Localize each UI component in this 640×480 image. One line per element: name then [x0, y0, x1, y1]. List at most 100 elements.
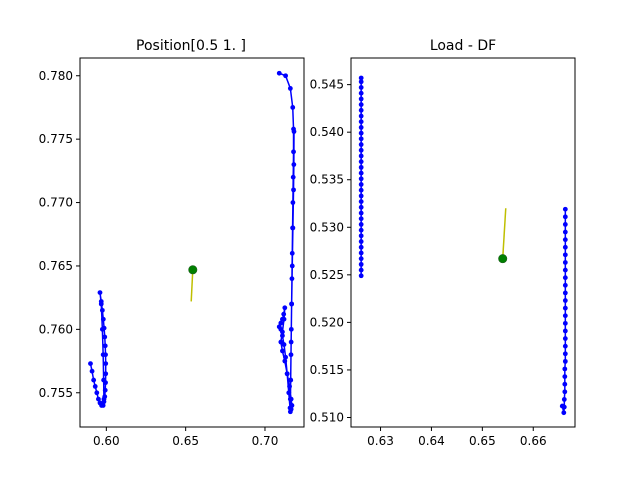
load-df-series-1-point	[562, 374, 568, 379]
position-y-tick-label: 0.780	[39, 69, 73, 83]
position-series-1-point	[291, 162, 297, 167]
position-x-tick-label: 0.70	[252, 434, 279, 448]
position-series-1-point	[283, 354, 288, 360]
position-series-1-point	[289, 301, 295, 307]
load-df-series-1-point	[562, 381, 568, 387]
position-series-1-point	[289, 276, 295, 282]
position-series-1-point	[286, 390, 292, 396]
load-df-series-0-point	[358, 147, 364, 153]
position-series-1-point	[276, 70, 282, 76]
load-df-y-tick-label: 0.540	[310, 125, 344, 139]
load-df-series-0-point	[358, 85, 364, 90]
load-df-series-0-point	[358, 210, 364, 216]
position-series-1-point	[289, 263, 295, 269]
position-series-0-point	[101, 396, 107, 402]
position-x-tick-label: 0.65	[172, 434, 199, 448]
position-series-1-point	[288, 352, 294, 358]
position-axes-frame	[79, 57, 305, 428]
load-df-series-0-point	[358, 96, 364, 102]
position-series-1-point	[291, 149, 296, 155]
position-series-2-line	[190, 269, 194, 302]
load-df-y-tick-label: 0.530	[310, 220, 344, 234]
load-df-series-0-point	[358, 261, 364, 267]
position-subplot: Position[0.5 1. ] 0.60 0.65 0.70 0.755 0.760…	[39, 38, 305, 448]
load-df-series-1-point	[562, 222, 568, 227]
position-series-1-point	[280, 329, 285, 335]
load-df-series-0-point	[358, 233, 364, 239]
load-df-series-0-point	[358, 182, 364, 187]
position-series-1-point	[282, 305, 288, 311]
position-series-1-point	[287, 409, 293, 415]
position-series-1-point	[290, 225, 296, 231]
load-df-series-0-point	[358, 227, 364, 233]
load-df-series-0-point	[358, 119, 364, 125]
load-df-series-1-point	[561, 410, 567, 416]
load-df-series-0-point	[358, 256, 364, 262]
position-series-1-point	[280, 348, 285, 354]
load-df-series-0-point	[358, 239, 364, 244]
load-df-series-1-point	[562, 389, 568, 395]
load-df-series-1-point	[562, 229, 568, 235]
load-df-series-1-point	[562, 328, 568, 334]
load-df-highlight-point	[498, 254, 508, 264]
position-y-tick-label: 0.770	[39, 196, 73, 210]
load-df-series-0-point	[358, 79, 364, 85]
position-series-0-point	[91, 377, 97, 383]
position-series-1-point	[288, 339, 294, 345]
load-df-axes-frame	[350, 57, 576, 428]
position-series-1-point	[287, 86, 293, 91]
position-series-1-point	[281, 316, 287, 322]
load-df-series-1-point	[562, 260, 568, 265]
load-df-series-1-point	[562, 366, 568, 372]
position-series-1-point	[280, 333, 285, 339]
position-y-tick-label: 0.760	[39, 322, 73, 336]
position-series-1-point	[290, 200, 296, 205]
position-series-0-point	[92, 384, 98, 389]
load-df-series-1-point	[562, 214, 568, 220]
position-series-0-point	[100, 316, 106, 322]
load-df-series-0-point	[358, 130, 364, 136]
load-df-series-1-point	[562, 290, 568, 296]
load-df-series-0-point	[358, 250, 364, 256]
position-series-1-point	[284, 371, 290, 377]
position-series-1-point	[289, 403, 295, 408]
position-series-1-point	[276, 324, 282, 330]
load-df-series-0-point	[358, 159, 364, 165]
position-y-tick-label: 0.755	[39, 386, 73, 400]
position-series-0-point	[103, 371, 109, 377]
load-df-subplot-title: Load - DF	[430, 38, 496, 54]
position-series-0-point	[89, 368, 95, 374]
load-df-series-1-point	[562, 206, 568, 212]
load-df-series-0-point	[358, 204, 364, 210]
load-df-series-1-point	[559, 403, 565, 409]
position-series-1-point	[283, 73, 288, 79]
position-series-0-point	[97, 290, 103, 295]
load-df-y-tick-label: 0.545	[310, 78, 344, 92]
position-series-1-point	[278, 339, 284, 345]
position-series-0-point	[101, 377, 107, 383]
load-df-y-tick-label: 0.525	[310, 268, 344, 282]
load-df-series-1-point	[562, 267, 568, 273]
position-series-1-point	[290, 105, 296, 110]
load-df-y-tick-label: 0.515	[310, 363, 344, 377]
load-df-series-0-point	[358, 216, 364, 222]
position-series-0-point	[99, 326, 105, 332]
load-df-series-1-point	[562, 275, 568, 281]
load-df-y-tick-label: 0.520	[310, 315, 344, 329]
load-df-series-0-point	[358, 113, 364, 119]
position-series-1-point	[289, 250, 295, 256]
load-df-series-1-point	[562, 298, 568, 303]
load-df-series-1-point	[562, 282, 568, 288]
load-df-series-1-point	[562, 358, 568, 364]
position-y-tick-label: 0.765	[39, 259, 73, 273]
position-series-1-point	[291, 129, 297, 134]
load-df-series-1-point	[562, 336, 568, 341]
position-highlight-point	[188, 265, 198, 275]
load-df-series-1-point	[562, 244, 568, 250]
load-df-series-0-point	[358, 187, 364, 193]
position-plot-area	[88, 70, 297, 415]
load-df-series-0-point	[358, 90, 364, 96]
load-df-x-tick-label: 0.66	[520, 434, 547, 448]
